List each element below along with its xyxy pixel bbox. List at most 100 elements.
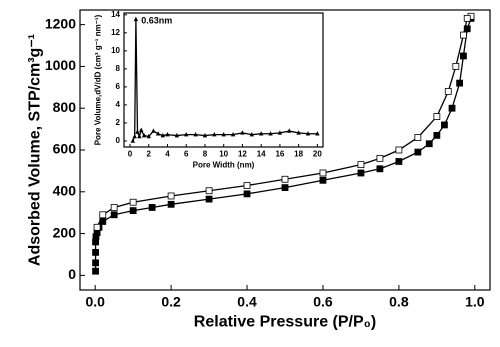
y-tick-label: 200	[53, 224, 77, 240]
marker	[463, 14, 471, 22]
x-tick-label: 20	[313, 149, 322, 158]
x-tick-label: 0.2	[161, 293, 181, 309]
marker	[146, 133, 151, 139]
marker	[448, 104, 456, 112]
x-tick-label: 6	[184, 149, 189, 158]
marker	[132, 133, 137, 139]
y-tick-label: 4	[116, 100, 121, 109]
marker	[305, 131, 311, 136]
y-tick-label: 10	[111, 46, 120, 55]
marker	[376, 165, 384, 173]
marker	[202, 132, 208, 138]
marker	[205, 195, 213, 203]
x-tick-label: 0.8	[389, 293, 409, 309]
marker	[395, 146, 403, 154]
marker	[92, 259, 99, 267]
marker	[184, 132, 189, 137]
marker	[460, 31, 467, 39]
marker	[174, 132, 180, 138]
marker	[243, 190, 251, 198]
y-tick-label: 0	[68, 266, 76, 282]
marker	[281, 175, 289, 183]
marker	[287, 128, 292, 133]
marker	[141, 132, 147, 138]
marker	[268, 131, 273, 136]
y-tick-label: 400	[53, 182, 77, 198]
marker	[193, 132, 198, 137]
marker	[414, 134, 422, 141]
marker	[319, 176, 327, 184]
marker	[139, 127, 144, 132]
x-tick-label: 1.0	[465, 293, 485, 309]
marker	[230, 132, 236, 137]
marker	[110, 204, 118, 211]
marker	[452, 63, 460, 70]
y-tick-label: 14	[111, 10, 120, 19]
x-tick-label: 16	[275, 149, 284, 158]
x-tick-label: 2	[147, 149, 152, 158]
marker	[110, 211, 118, 219]
marker	[221, 132, 226, 137]
marker	[99, 211, 107, 219]
x-tick-label: 0	[128, 149, 133, 158]
marker	[395, 158, 403, 165]
y-tick-label: 8	[116, 64, 121, 73]
y-tick-label: 12	[111, 28, 120, 37]
y-axis-label: Adsorbed Volume, STP/cm³g⁻¹	[26, 34, 43, 266]
marker	[319, 169, 327, 177]
plot-frame	[123, 12, 324, 148]
marker	[456, 79, 464, 87]
marker	[357, 169, 365, 177]
marker	[167, 192, 175, 200]
y-axis-label: Pore Volume,dV/dD (cm³ g⁻¹ nm⁻¹)	[94, 14, 103, 145]
marker	[296, 130, 301, 135]
marker	[160, 132, 165, 138]
series-line	[132, 19, 318, 142]
marker	[414, 148, 422, 156]
x-axis-label: Pore Width (nm)	[193, 161, 255, 170]
x-tick-label: 18	[294, 149, 303, 158]
marker	[135, 129, 140, 134]
marker	[243, 182, 251, 189]
marker	[460, 52, 467, 60]
marker	[433, 113, 441, 120]
x-tick-label: 0.4	[237, 293, 257, 309]
y-tick-label: 800	[53, 99, 77, 115]
marker	[165, 132, 170, 137]
x-tick-label: 8	[203, 149, 208, 158]
marker	[212, 132, 217, 137]
marker	[155, 131, 161, 136]
marker	[151, 128, 156, 133]
x-tick-label: 4	[165, 149, 170, 158]
x-tick-label: 14	[257, 149, 266, 158]
x-tick-label: 0.6	[313, 293, 333, 309]
marker	[205, 187, 213, 195]
marker	[167, 200, 175, 208]
y-tick-label: 2	[116, 118, 121, 127]
marker	[92, 248, 99, 256]
x-tick-label: 0.0	[85, 293, 105, 309]
x-tick-label: 12	[238, 149, 247, 158]
marker	[376, 154, 384, 162]
marker	[281, 184, 289, 192]
marker	[129, 198, 137, 206]
annotation: 0.63nm	[141, 15, 172, 25]
marker	[444, 88, 452, 95]
y-tick-label: 600	[53, 141, 77, 157]
marker	[130, 138, 136, 143]
y-tick-label: 1200	[45, 15, 76, 31]
x-axis-label: Relative Pressure (P/P₀)	[194, 313, 376, 330]
marker	[357, 161, 365, 169]
marker	[133, 16, 139, 22]
marker	[240, 130, 245, 135]
y-tick-label: 6	[116, 82, 121, 91]
x-tick-label: 10	[219, 149, 228, 158]
marker	[425, 140, 433, 148]
marker	[315, 131, 320, 136]
marker	[148, 204, 156, 211]
marker	[249, 132, 254, 137]
marker	[93, 223, 101, 231]
marker	[433, 131, 441, 139]
marker	[92, 267, 99, 275]
